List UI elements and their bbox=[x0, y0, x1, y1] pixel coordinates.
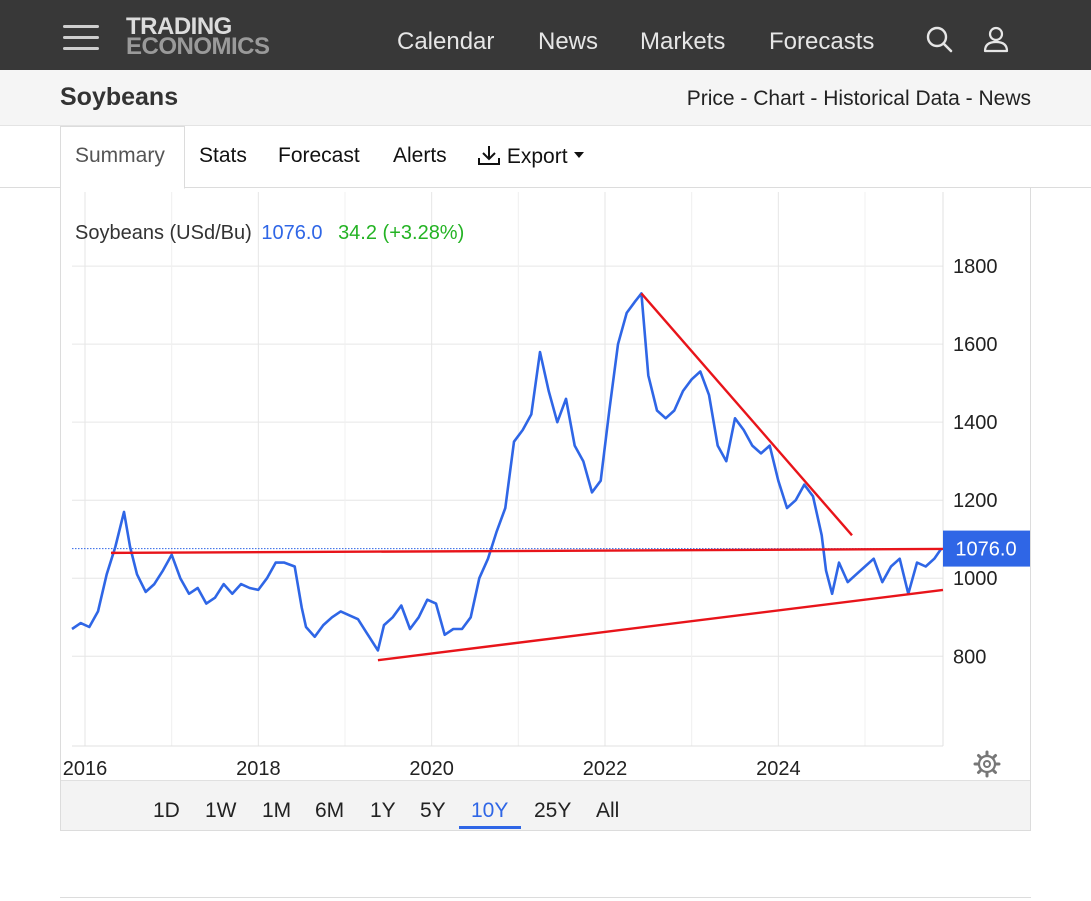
search-icon[interactable] bbox=[925, 25, 955, 55]
menu-icon[interactable] bbox=[63, 25, 99, 51]
subheader-bar bbox=[0, 70, 1091, 126]
tab-export[interactable]: Export bbox=[477, 144, 585, 169]
tab-summary[interactable]: Summary bbox=[75, 144, 165, 167]
y-tick-label: 1400 bbox=[953, 412, 998, 434]
chart-legend: Soybeans (USd/Bu) 1076.0 34.2 (+3.28%) bbox=[75, 222, 464, 245]
user-icon[interactable] bbox=[981, 25, 1011, 55]
last-price-badge: 1076.0 bbox=[943, 530, 1030, 567]
last-price-badge-box bbox=[943, 530, 1030, 567]
link-separator: - bbox=[804, 87, 824, 110]
export-label: Export bbox=[506, 145, 568, 168]
link-price[interactable]: Price bbox=[686, 87, 735, 110]
link-historical-data[interactable]: Historical Data bbox=[823, 87, 960, 110]
link-separator: - bbox=[959, 87, 979, 110]
link-chart[interactable]: Chart bbox=[753, 87, 805, 110]
y-tick-label: 1600 bbox=[953, 334, 998, 356]
tab-alerts[interactable]: Alerts bbox=[393, 144, 447, 167]
chart-grid bbox=[72, 192, 944, 747]
range-all[interactable]: All bbox=[596, 799, 620, 822]
y-tick-label: 1800 bbox=[953, 256, 998, 278]
x-tick-label: 2024 bbox=[756, 758, 801, 780]
trendline bbox=[377, 588, 944, 662]
y-tick-label: 1000 bbox=[953, 568, 998, 590]
range-5y[interactable]: 5Y bbox=[420, 799, 446, 822]
range-1y[interactable]: 1Y bbox=[370, 799, 396, 822]
tab-summary-box bbox=[60, 126, 185, 189]
section-divider bbox=[60, 897, 1031, 898]
logo-line2: ECONOMICS bbox=[126, 33, 270, 60]
price-series-line bbox=[71, 292, 943, 652]
x-tick-label: 2016 bbox=[63, 758, 108, 780]
link-separator: - bbox=[734, 87, 754, 110]
active-range-indicator bbox=[459, 826, 521, 829]
top-navbar bbox=[0, 0, 1091, 70]
x-axis-ticks: 2016 2018 2020 2022 2024 bbox=[63, 758, 801, 780]
link-news[interactable]: News bbox=[978, 87, 1031, 110]
y-axis-ticks: 800 1000 1200 1400 1600 1800 bbox=[953, 256, 998, 668]
subheader-links: Price - Chart - Historical Data - News bbox=[687, 87, 1031, 111]
caret-down-icon bbox=[574, 152, 585, 158]
nav-forecasts[interactable]: Forecasts bbox=[769, 28, 875, 55]
chart-panel bbox=[60, 188, 1031, 831]
range-selector-bar bbox=[61, 780, 1030, 830]
nav-calendar[interactable]: Calendar bbox=[397, 28, 495, 55]
nav-news[interactable]: News bbox=[538, 28, 599, 55]
tab-stats[interactable]: Stats bbox=[199, 144, 247, 167]
settings-gear-icon[interactable] bbox=[973, 750, 1001, 778]
tab-forecast[interactable]: Forecast bbox=[278, 144, 360, 167]
page-title: Soybeans bbox=[60, 83, 179, 111]
range-1m[interactable]: 1M bbox=[262, 799, 292, 822]
y-tick-label: 800 bbox=[953, 646, 986, 668]
trendline bbox=[110, 547, 944, 555]
y-tick-label: 1200 bbox=[953, 490, 998, 512]
x-tick-label: 2022 bbox=[583, 758, 628, 780]
logo-line1: TRADING bbox=[126, 13, 232, 40]
range-1w[interactable]: 1W bbox=[205, 799, 237, 822]
legend-change: 34.2 (+3.28%) bbox=[338, 222, 465, 244]
x-tick-label: 2020 bbox=[409, 758, 454, 780]
tabs-bar bbox=[0, 126, 1091, 188]
x-tick-label: 2018 bbox=[236, 758, 281, 780]
legend-series-name: Soybeans (USd/Bu) bbox=[75, 222, 252, 244]
trendline bbox=[640, 292, 853, 537]
range-1d[interactable]: 1D bbox=[153, 799, 180, 822]
nav-markets[interactable]: Markets bbox=[640, 28, 726, 55]
trendlines bbox=[110, 292, 944, 662]
site-logo[interactable]: TRADING ECONOMICS bbox=[126, 13, 270, 60]
download-icon bbox=[478, 146, 500, 165]
legend-last-value: 1076.0 bbox=[261, 222, 323, 244]
range-25y[interactable]: 25Y bbox=[534, 799, 572, 822]
range-10y[interactable]: 10Y bbox=[471, 799, 509, 822]
last-price-badge-label: 1076.0 bbox=[955, 539, 1016, 561]
range-6m[interactable]: 6M bbox=[315, 799, 345, 822]
